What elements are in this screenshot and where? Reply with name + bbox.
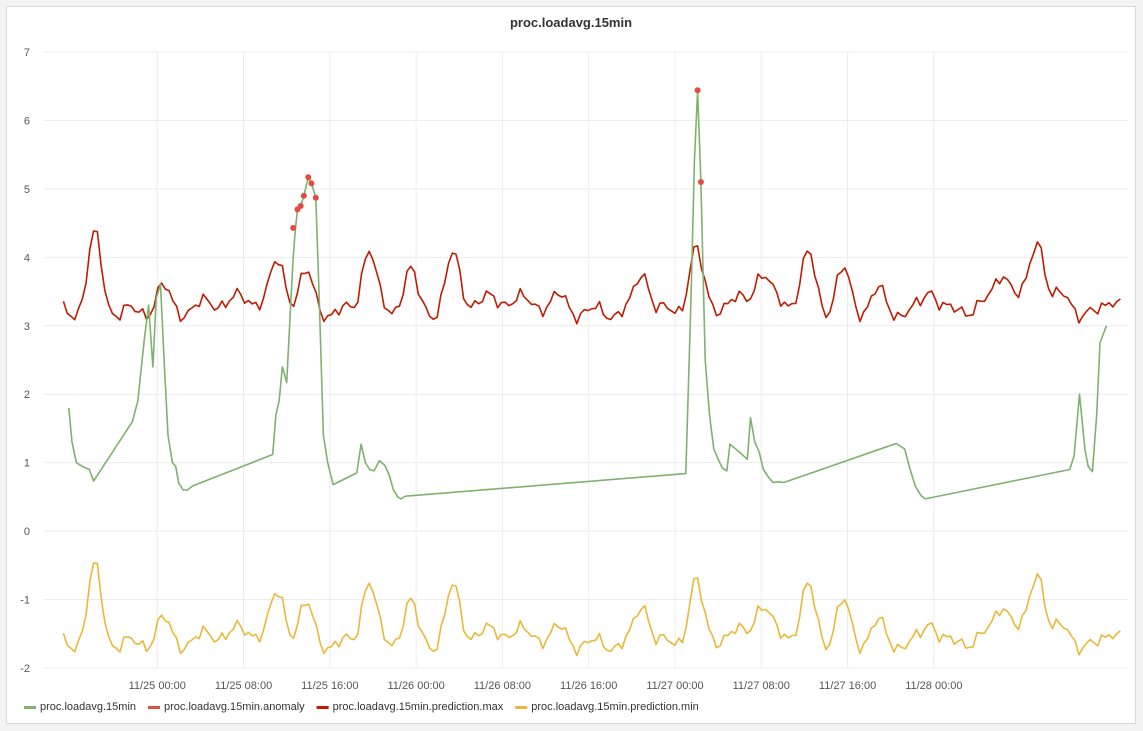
- x-tick-label: 11/25 00:00: [129, 680, 186, 692]
- series-prediction-max-line: [62, 230, 1121, 325]
- y-tick-label: 1: [24, 458, 30, 470]
- legend-swatch: [24, 706, 36, 709]
- y-tick-label: 5: [24, 184, 30, 196]
- legend-swatch: [316, 706, 329, 709]
- anomaly-point: [297, 203, 304, 209]
- y-tick-label: 2: [24, 389, 30, 401]
- x-tick-label: 11/28 00:00: [905, 680, 962, 692]
- y-tick-label: 6: [24, 115, 30, 127]
- y-tick-label: 4: [24, 252, 30, 264]
- anomaly-point: [305, 174, 312, 181]
- anomaly-point: [290, 224, 297, 231]
- legend-label: proc.loadavg.15min.prediction.max: [333, 701, 504, 713]
- anomaly-point: [308, 180, 315, 187]
- x-tick-label: 11/27 08:00: [733, 680, 790, 692]
- series-loadavg-line: [68, 89, 1108, 500]
- x-tick-label: 11/26 00:00: [387, 680, 444, 692]
- x-tick-label: 11/25 16:00: [301, 680, 358, 692]
- x-tick-label: 11/27 00:00: [646, 680, 703, 692]
- y-tick-label: -2: [20, 663, 30, 675]
- y-tick-label: 0: [24, 526, 30, 538]
- legend-label: proc.loadavg.15min.anomaly: [164, 701, 305, 713]
- x-tick-label: 11/26 08:00: [474, 680, 531, 692]
- x-tick-label: 11/27 16:00: [819, 680, 876, 692]
- legend-swatch: [515, 706, 528, 709]
- y-tick-label: 7: [24, 47, 30, 59]
- anomaly-point: [697, 179, 704, 185]
- legend-swatch: [148, 706, 161, 709]
- y-tick-label: -1: [20, 595, 30, 607]
- chart-title: proc.loadavg.15min: [510, 15, 632, 30]
- anomaly-point: [312, 194, 319, 201]
- series-prediction-min-line: [62, 562, 1121, 657]
- legend-label: proc.loadavg.15min.prediction.min: [531, 701, 699, 713]
- y-tick-label: 3: [24, 321, 30, 333]
- legend-label: proc.loadavg.15min: [40, 701, 136, 713]
- anomaly-point: [694, 87, 701, 94]
- chart-panel: [6, 6, 1136, 724]
- x-tick-label: 11/26 16:00: [560, 680, 617, 692]
- x-tick-label: 11/25 08:00: [215, 680, 272, 692]
- anomaly-point: [300, 192, 307, 199]
